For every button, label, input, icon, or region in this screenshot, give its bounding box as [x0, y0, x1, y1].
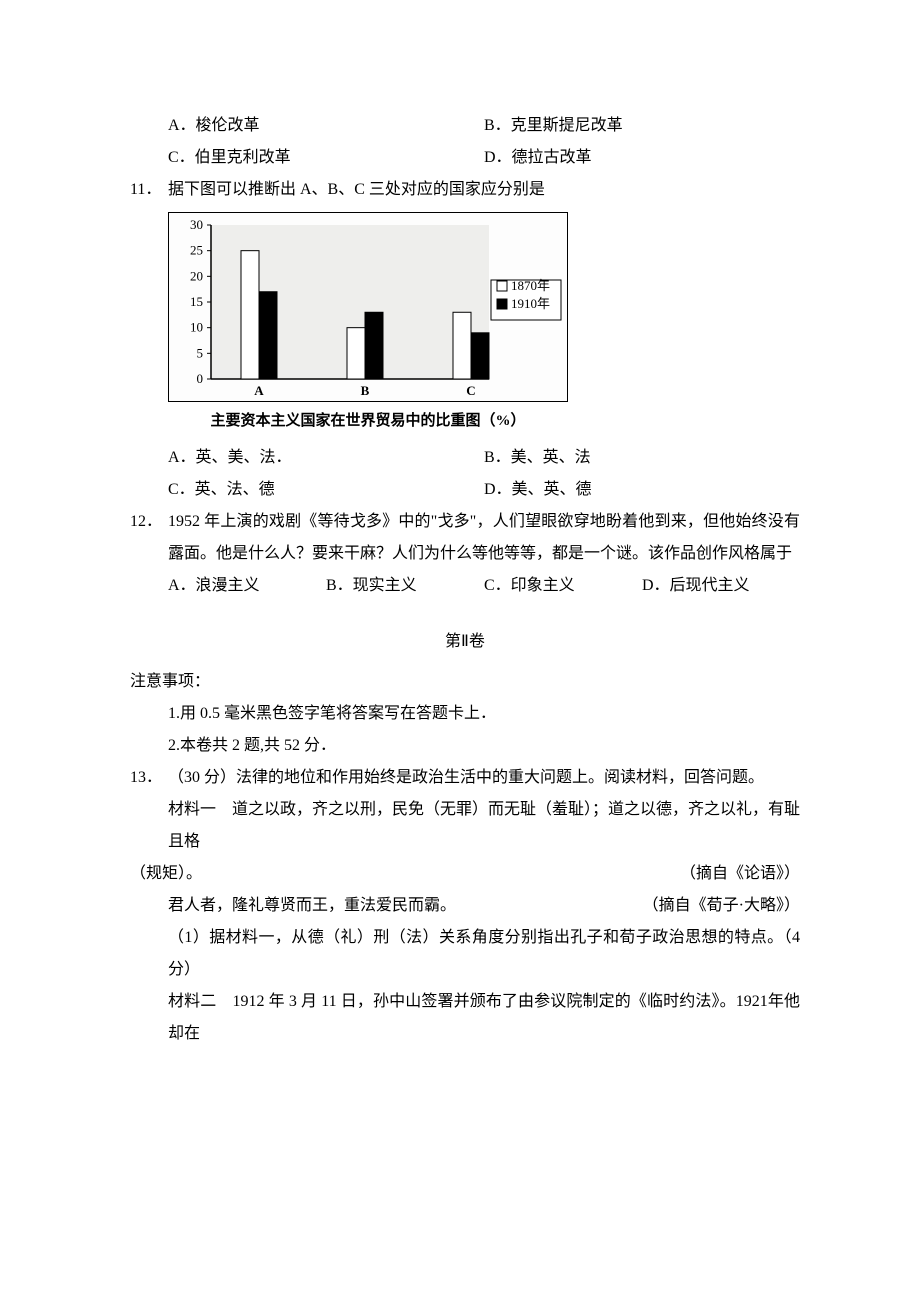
q11-chart-block: 0 5 10 15 20 25 30 A B C 1870年 1910年 主要资本主义国家在世界贸易中…: [168, 212, 800, 436]
svg-text:C: C: [466, 383, 475, 398]
q11-chart-caption: 主要资本主义国家在世界贸易中的比重图（%）: [168, 406, 568, 436]
q13-m1b-line: （规矩）。 （摘自《论语》）: [130, 858, 800, 890]
q13-m1a: 材料一 道之以政，齐之以刑，民免（无罪）而无耻（羞耻）；道之以德，齐之以礼，有耻…: [168, 794, 800, 858]
q12-option-c: C．印象主义: [484, 570, 642, 602]
q11-option-c: C．英、法、德: [168, 474, 484, 506]
q13-m1b-right: （摘自《论语》）: [680, 858, 800, 890]
notice-1: 1.用 0.5 毫米黑色签字笔将答案写在答题卡上．: [168, 698, 800, 730]
svg-text:1870年: 1870年: [511, 278, 550, 293]
q13-lead: （30 分）法律的地位和作用始终是政治生活中的重大问题上。阅读材料，回答问题。: [168, 762, 800, 794]
svg-text:20: 20: [190, 268, 203, 283]
q12-head: 12． 1952 年上演的戏剧《等待戈多》中的"戈多"，人们望眼欲穿地盼着他到来…: [130, 506, 800, 570]
q13-head: 13． （30 分）法律的地位和作用始终是政治生活中的重大问题上。阅读材料，回答…: [130, 762, 800, 794]
svg-text:5: 5: [197, 345, 204, 360]
q13-m2: 材料二 1912 年 3 月 11 日，孙中山签署并颁布了由参议院制定的《临时约…: [168, 986, 800, 1050]
svg-text:25: 25: [190, 243, 203, 258]
q10-option-d: D．德拉古改革: [484, 142, 800, 174]
q11-chart-frame: 0 5 10 15 20 25 30 A B C 1870年 1910年: [168, 212, 568, 402]
q12-options-row: A．浪漫主义 B．现实主义 C．印象主义 D．后现代主义: [168, 570, 800, 602]
q11-number: 11．: [130, 174, 168, 206]
q12-text: 1952 年上演的戏剧《等待戈多》中的"戈多"，人们望眼欲穿地盼着他到来，但他始…: [168, 506, 800, 570]
q13-sub1: （1）据材料一，从德（礼）刑（法）关系角度分别指出孔子和荀子政治思想的特点。（4…: [168, 922, 800, 986]
q13-m1c-line: 君人者，隆礼尊贤而王，重法爱民而霸。 （摘自《荀子·大略》）: [168, 890, 800, 922]
svg-text:30: 30: [190, 217, 203, 232]
q13-m1c-right: （摘自《荀子·大略》）: [643, 890, 800, 922]
q10-option-c: C．伯里克利改革: [168, 142, 484, 174]
svg-text:0: 0: [197, 371, 204, 386]
q12-option-b: B．现实主义: [326, 570, 484, 602]
svg-text:10: 10: [190, 320, 203, 335]
q11-option-d: D．美、英、德: [484, 474, 800, 506]
q10-options-row1: A．梭伦改革 B．克里斯提尼改革: [168, 110, 800, 142]
svg-text:A: A: [254, 383, 264, 398]
q11-text: 据下图可以推断出 A、B、C 三处对应的国家应分别是: [168, 174, 800, 206]
q13-number: 13．: [130, 762, 168, 794]
q11-option-b: B．美、英、法: [484, 442, 800, 474]
q11-chart-svg: 0 5 10 15 20 25 30 A B C 1870年 1910年: [169, 213, 569, 403]
q10-options-row2: C．伯里克利改革 D．德拉古改革: [168, 142, 800, 174]
q11-options-row2: C．英、法、德 D．美、英、德: [168, 474, 800, 506]
q13-m1c-left: 君人者，隆礼尊贤而王，重法爱民而霸。: [168, 890, 456, 922]
q11-head: 11． 据下图可以推断出 A、B、C 三处对应的国家应分别是: [130, 174, 800, 206]
q10-option-a: A．梭伦改革: [168, 110, 484, 142]
svg-text:1910年: 1910年: [511, 296, 550, 311]
q13-m1b-left: （规矩）。: [130, 858, 202, 890]
q12-number: 12．: [130, 506, 168, 570]
svg-text:B: B: [361, 383, 370, 398]
q11-option-a: A．英、美、法．: [168, 442, 484, 474]
notice-label: 注意事项：: [130, 666, 800, 698]
notice-2: 2.本卷共 2 题,共 52 分．: [168, 730, 800, 762]
svg-text:15: 15: [190, 294, 203, 309]
q12-option-d: D．后现代主义: [642, 570, 800, 602]
section2-title: 第Ⅱ卷: [130, 626, 800, 658]
q10-option-b: B．克里斯提尼改革: [484, 110, 800, 142]
q12-option-a: A．浪漫主义: [168, 570, 326, 602]
q11-options-row1: A．英、美、法． B．美、英、法: [168, 442, 800, 474]
